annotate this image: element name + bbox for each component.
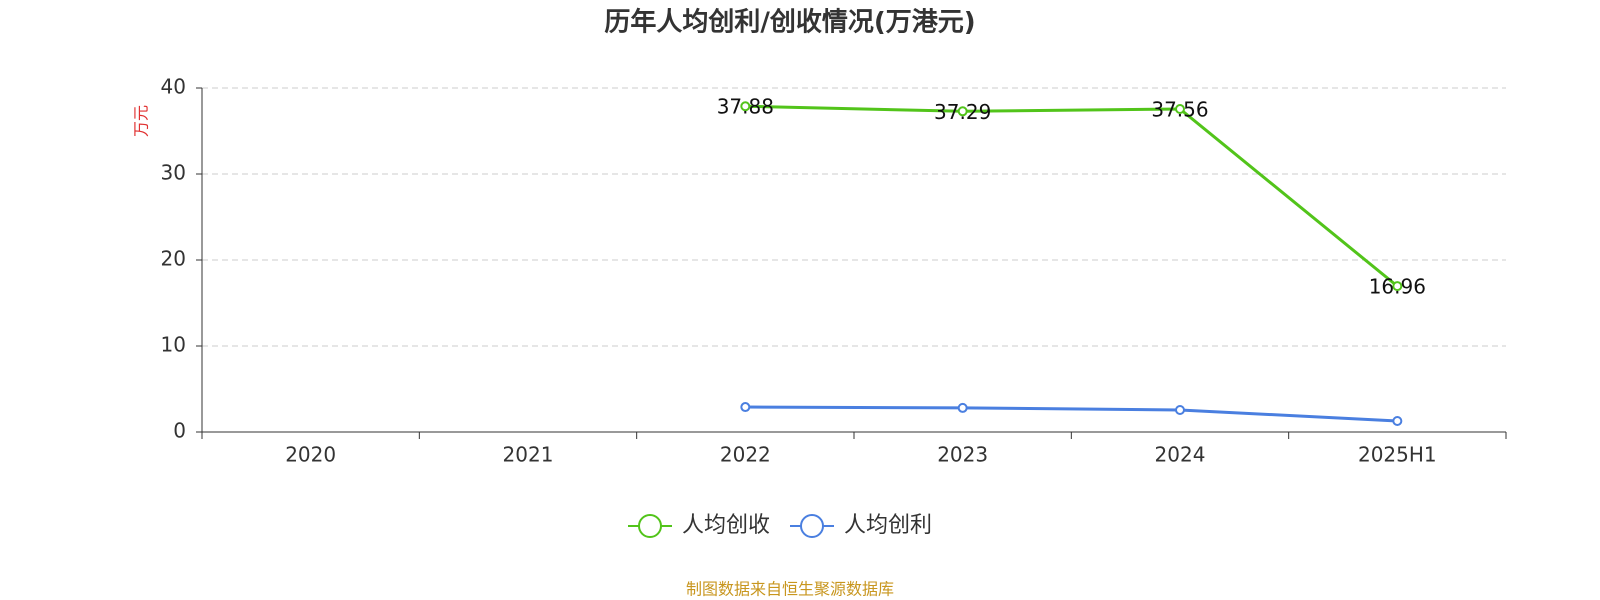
chart-title: 历年人均创利/创收情况(万港元) [604,7,975,38]
series-line [745,104,1399,288]
legend-label: 人均创收 [682,513,770,538]
y-tick-label: 20 [161,247,186,271]
y-axis-label: 万元 [132,105,151,137]
data-point [740,101,751,112]
data-label: 37.88 [717,95,774,119]
data-point [1392,415,1403,426]
legend-label: 人均创利 [844,513,932,538]
data-point [740,402,751,413]
y-tick-label: 40 [161,75,186,99]
y-tick-label: 10 [161,333,186,357]
data-point [1175,103,1185,114]
data-label: 37.29 [934,100,991,124]
x-tick-label: 2024 [1155,443,1206,467]
y-tick-label: 30 [161,161,186,185]
source-note: 制图数据来自恒生聚源数据库 [686,580,894,599]
data-label: 16.96 [1369,275,1426,299]
legend-marker [800,514,824,538]
data-label: 37.56 [1151,97,1208,121]
data-point [1175,404,1185,415]
data-point [1392,281,1403,292]
x-tick-label: 2025H1 [1358,443,1437,467]
x-tick-label: 2022 [720,443,771,467]
x-tick-label: 2021 [503,443,554,467]
data-point [957,106,968,117]
data-point [957,402,968,413]
x-tick-label: 2023 [937,443,988,467]
legend-marker [638,514,662,538]
x-tick-label: 2020 [285,443,336,467]
series-line [745,405,1398,423]
y-tick-label: 0 [173,419,186,443]
